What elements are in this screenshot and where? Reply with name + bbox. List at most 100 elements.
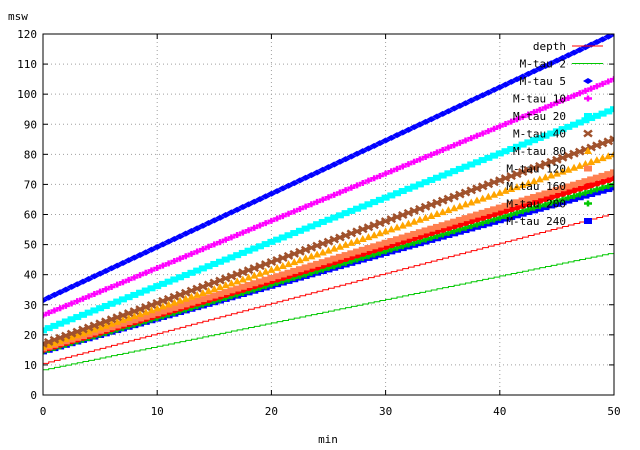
m-tau-5-point <box>49 291 60 298</box>
m-tau-40-point <box>215 276 225 285</box>
m-tau-200-point <box>501 213 510 220</box>
m-tau-40-point <box>409 206 419 215</box>
m-tau-20-point <box>78 311 87 318</box>
x-tick-label: 40 <box>493 405 506 418</box>
m-tau-120-point <box>313 260 322 267</box>
m-tau-20-point <box>347 207 356 214</box>
m-tau-80-point <box>244 273 253 281</box>
m-tau-40-point <box>375 219 385 228</box>
m-tau-80-point <box>381 227 390 235</box>
m-tau-10-point <box>153 265 162 272</box>
m-tau-20-point <box>181 272 190 279</box>
m-tau-5-point <box>574 46 585 53</box>
m-tau-40-point <box>152 298 162 307</box>
m-tau-10-point <box>484 128 493 135</box>
m-tau-10-point <box>541 104 550 111</box>
m-tau-5-point <box>437 110 448 117</box>
m-tau-40-point <box>323 237 334 246</box>
m-tau-10-point <box>43 312 47 319</box>
m-tau-120-point <box>147 311 156 318</box>
y-tick-label: 100 <box>17 88 37 101</box>
m-tau-120-point <box>295 266 304 273</box>
m-tau-40-point <box>557 153 568 162</box>
m-tau-120-point <box>216 290 225 297</box>
m-tau-5-point <box>215 214 226 221</box>
m-tau-20-point <box>467 161 476 168</box>
m-tau-20-point <box>358 203 367 210</box>
m-tau-10-point <box>353 182 362 189</box>
series-m-tau-5 <box>43 34 614 304</box>
m-tau-5-point <box>197 222 208 229</box>
y-tick-label: 120 <box>17 28 37 41</box>
m-tau-80-point <box>324 246 333 254</box>
m-tau-40-point <box>72 327 83 336</box>
m-tau-10-point <box>364 177 373 184</box>
m-tau-80-point <box>524 179 533 187</box>
m-tau-200-point <box>495 214 504 221</box>
m-tau-80-point <box>284 260 293 268</box>
m-tau-200-point <box>558 196 567 203</box>
m-tau-5-point <box>403 126 414 133</box>
m-tau-20-point <box>176 274 185 281</box>
m-tau-10-point <box>313 198 322 205</box>
m-tau-40-point <box>340 231 351 240</box>
m-tau-40-point <box>592 141 602 150</box>
m-tau-20-point <box>118 296 127 303</box>
m-tau-5-point <box>511 76 522 83</box>
m-tau-40-point <box>397 210 408 219</box>
legend-m-tau-200-point <box>584 200 592 207</box>
m-tau-20-point <box>375 196 384 203</box>
m-tau-120-point <box>124 318 133 325</box>
m-tau-40-point <box>392 213 402 222</box>
m-tau-5-point <box>317 166 328 173</box>
m-tau-20-point <box>455 165 464 172</box>
m-tau-5-point <box>386 134 397 141</box>
m-tau-40-point <box>43 339 48 348</box>
m-tau-40-point <box>203 280 214 289</box>
m-tau-80-point <box>587 158 596 166</box>
m-tau-20-point <box>501 148 510 155</box>
m-tau-80-point <box>450 204 459 212</box>
m-tau-10-point <box>404 161 413 168</box>
m-tau-10-point <box>341 187 350 194</box>
m-tau-10-point <box>290 208 299 215</box>
series-line <box>43 253 614 371</box>
m-tau-5-point <box>597 36 608 43</box>
m-tau-20-point <box>341 210 350 217</box>
m-tau-20-point <box>518 141 527 148</box>
m-tau-80-point <box>238 275 247 283</box>
y-tick-label: 90 <box>24 118 37 131</box>
m-tau-40-point <box>358 225 368 234</box>
m-tau-40-point <box>363 223 374 232</box>
m-tau-10-point <box>278 213 287 220</box>
m-tau-5-point <box>409 124 420 131</box>
m-tau-40-point <box>563 151 574 160</box>
m-tau-20-point <box>273 236 282 243</box>
m-tau-80-point <box>261 267 270 275</box>
m-tau-120-point <box>398 234 407 241</box>
m-tau-120-point <box>255 278 264 285</box>
m-tau-10-point <box>130 274 139 281</box>
m-tau-5-point <box>77 278 88 285</box>
m-tau-120-point <box>198 296 207 303</box>
m-tau-120-point <box>444 220 453 227</box>
m-tau-5-point <box>591 38 602 45</box>
m-tau-80-point <box>130 312 139 320</box>
m-tau-5-point <box>431 113 442 120</box>
m-tau-10-point <box>490 125 499 132</box>
m-tau-5-point <box>192 225 203 232</box>
m-tau-120-point <box>210 292 219 299</box>
m-tau-120-point <box>101 326 110 333</box>
m-tau-80-point <box>136 310 145 318</box>
m-tau-80-point <box>198 288 207 296</box>
m-tau-200-point <box>581 189 590 196</box>
m-tau-5-point <box>352 150 363 157</box>
x-tick-label: 0 <box>40 405 47 418</box>
m-tau-10-point <box>415 156 424 163</box>
m-tau-40-point <box>574 147 585 156</box>
m-tau-10-point <box>255 222 264 229</box>
m-tau-10-point <box>570 92 579 99</box>
m-tau-80-point <box>438 208 447 216</box>
m-tau-40-point <box>346 229 357 238</box>
